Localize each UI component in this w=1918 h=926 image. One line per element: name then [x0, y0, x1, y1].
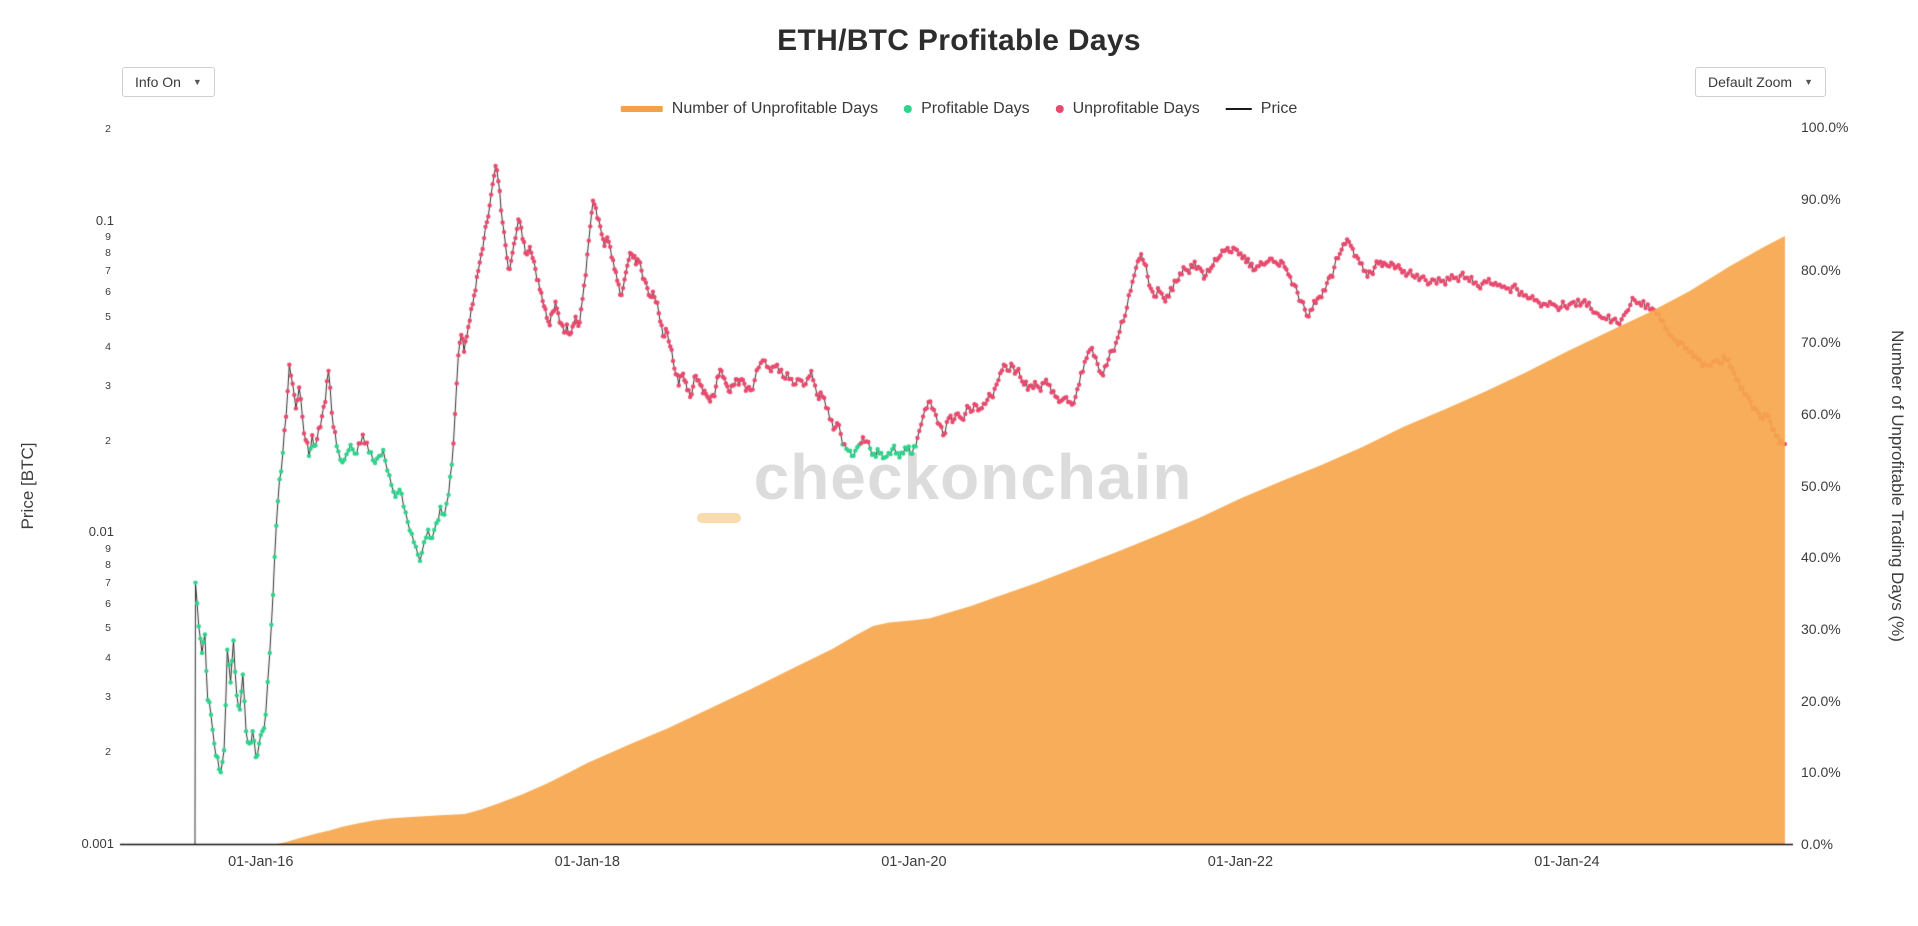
- right-axis-tick: 0.0%: [1801, 836, 1833, 852]
- left-axis-minor-tick: 8: [105, 558, 111, 571]
- left-axis-minor-tick: 8: [105, 246, 111, 259]
- legend-item-unprofitable-days[interactable]: Unprofitable Days: [1055, 100, 1200, 118]
- x-axis-tick: 01-Jan-22: [1207, 854, 1274, 870]
- x-axis-tick: 01-Jan-18: [554, 854, 620, 870]
- right-axis-tick: 60.0%: [1801, 405, 1841, 422]
- left-axis-major-tick: 0.001: [81, 836, 114, 851]
- info-dropdown[interactable]: Info On ▼: [122, 67, 215, 97]
- legend-label: Number of Unprofitable Days: [671, 100, 879, 117]
- legend-item-unprofitable-days-count[interactable]: Number of Unprofitable Days: [620, 100, 879, 118]
- caret-down-icon: ▼: [192, 77, 202, 87]
- left-axis-minor-tick: 4: [105, 652, 111, 665]
- right-axis-title: Number of Unprofitable Trading Days (%): [1888, 330, 1907, 642]
- chart-title: ETH/BTC Profitable Days: [777, 24, 1141, 57]
- left-axis-minor-tick: 9: [105, 542, 111, 555]
- left-axis-minor-tick: 2: [105, 123, 111, 135]
- left-axis-minor-tick: 4: [105, 340, 111, 353]
- left-axis-major-tick: 0.1: [95, 212, 114, 228]
- left-axis-minor-tick: 3: [105, 691, 111, 704]
- left-axis-minor-tick: 7: [105, 265, 111, 278]
- right-axis-tick: 40.0%: [1801, 549, 1841, 566]
- caret-down-icon: ▼: [1804, 77, 1813, 87]
- left-axis-minor-tick: 3: [105, 379, 111, 392]
- legend-item-profitable-days[interactable]: Profitable Days: [904, 100, 1030, 118]
- legend-dot-swatch-icon: [1055, 105, 1064, 113]
- x-axis-tick: 01-Jan-24: [1534, 854, 1600, 870]
- left-axis-minor-tick: 5: [105, 310, 111, 323]
- right-axis-tick: 50.0%: [1801, 477, 1841, 494]
- left-axis-minor-tick: 9: [105, 231, 111, 244]
- right-axis-tick: 80.0%: [1801, 262, 1841, 279]
- legend: Number of Unprofitable Days Profitable Da…: [620, 100, 1298, 118]
- legend-label: Profitable Days: [921, 100, 1030, 117]
- legend-label: Unprofitable Days: [1072, 100, 1200, 117]
- left-axis-title: Price [BTC]: [18, 442, 37, 530]
- left-axis-minor-tick: 7: [105, 576, 111, 589]
- left-axis-minor-tick: 2: [105, 746, 111, 759]
- zoom-dropdown-label: Default Zoom: [1708, 74, 1793, 90]
- legend-line-swatch-icon: [1225, 108, 1252, 110]
- left-axis-minor-tick: 6: [105, 285, 111, 298]
- right-axis-tick: 70.0%: [1801, 334, 1841, 351]
- right-axis-tick: 30.0%: [1801, 620, 1841, 637]
- legend-band-swatch-icon: [620, 106, 663, 112]
- legend-label: Price: [1260, 100, 1298, 117]
- zoom-dropdown[interactable]: Default Zoom ▼: [1695, 67, 1826, 97]
- left-axis-minor-tick: 5: [105, 622, 111, 635]
- right-axis-tick: 10.0%: [1801, 764, 1841, 781]
- info-dropdown-label: Info On: [135, 74, 181, 90]
- right-axis-tick: 90.0%: [1801, 190, 1841, 207]
- left-axis-minor-tick: 2: [105, 434, 111, 447]
- x-axis-tick: 01-Jan-20: [881, 854, 947, 870]
- left-axis-minor-tick: 6: [105, 597, 111, 610]
- left-axis-major-tick: 0.01: [88, 524, 114, 540]
- x-axis-tick: 01-Jan-16: [228, 854, 294, 870]
- legend-item-price[interactable]: Price: [1225, 100, 1298, 118]
- right-axis-tick: 20.0%: [1801, 692, 1841, 709]
- legend-dot-swatch-icon: [904, 105, 913, 113]
- right-axis-tick: 100.0%: [1801, 119, 1849, 135]
